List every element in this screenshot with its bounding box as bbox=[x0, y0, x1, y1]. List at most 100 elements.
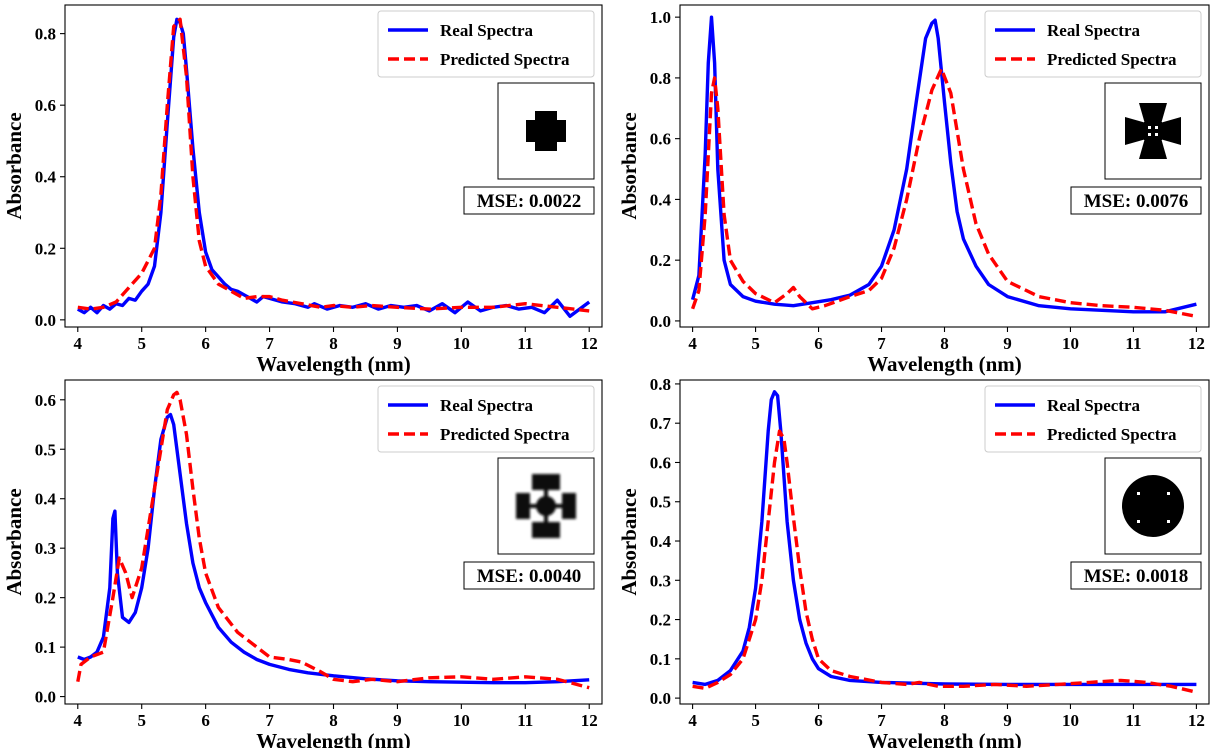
x-tick-label: 4 bbox=[688, 711, 697, 730]
chart-panel-4: 4 5 6 7 8 9 10 11 12 0.0 0.1 0.2 0.3 0.4 0.5 0.6 0.7 0.8 W… bbox=[617, 375, 1210, 748]
inset-image bbox=[1104, 82, 1202, 180]
inset-blocks bbox=[516, 474, 576, 538]
x-axis-label: Wavelength (nm) bbox=[256, 729, 411, 748]
mse-frame bbox=[1070, 186, 1202, 215]
series-line-real bbox=[690, 15, 1197, 314]
x-tick-label: 9 bbox=[393, 711, 402, 730]
inset-cross-dot bbox=[1155, 126, 1158, 129]
x-tick-label: 11 bbox=[517, 334, 533, 353]
legend: Real Spectra Predicted Spectra bbox=[377, 10, 595, 78]
x-tick-label: 9 bbox=[393, 334, 402, 353]
x-tick-label: 11 bbox=[1125, 711, 1141, 730]
inset-image bbox=[497, 457, 595, 555]
x-tick-label: 5 bbox=[137, 334, 146, 353]
mse-frame bbox=[1070, 561, 1202, 590]
inset-image bbox=[1104, 457, 1202, 555]
x-tick-label: 8 bbox=[329, 334, 338, 353]
y-tick-label: 0.2 bbox=[35, 239, 56, 258]
x-tick-label: 6 bbox=[201, 711, 210, 730]
chart-panel-2: 4 5 6 7 8 9 10 11 12 0.0 0.2 0.4 0.6 0.8 1.0 Wavelength… bbox=[617, 4, 1210, 376]
x-tick-label: 6 bbox=[201, 334, 210, 353]
legend-frame bbox=[377, 10, 595, 78]
legend-label-predicted: Predicted Spectra bbox=[1047, 425, 1177, 444]
mse-frame bbox=[463, 561, 595, 590]
series-line-predicted bbox=[77, 17, 590, 313]
y-axis-label: Absorbance bbox=[617, 488, 641, 595]
x-tick-label: 5 bbox=[751, 711, 760, 730]
y-tick-label: 0.8 bbox=[650, 69, 671, 88]
x-tick-label: 11 bbox=[517, 711, 533, 730]
x-tick-label: 7 bbox=[877, 334, 886, 353]
y-tick-label: 0.3 bbox=[35, 539, 56, 558]
x-tick-label: 8 bbox=[940, 334, 949, 353]
mse-label: MSE: 0.0022 bbox=[477, 191, 582, 212]
legend-frame bbox=[984, 385, 1202, 453]
y-tick-label: 0.2 bbox=[650, 251, 671, 270]
x-tick-label: 12 bbox=[581, 334, 598, 353]
x-tick-label: 6 bbox=[814, 711, 823, 730]
x-axis-label: Wavelength (nm) bbox=[867, 352, 1022, 376]
x-tick-label: 5 bbox=[751, 334, 760, 353]
legend-label-real: Real Spectra bbox=[440, 396, 534, 415]
y-tick-label: 0.8 bbox=[650, 375, 671, 394]
mse-annotation: MSE: 0.0040 bbox=[463, 561, 595, 590]
legend: Real Spectra Predicted Spectra bbox=[984, 385, 1202, 453]
mse-annotation: MSE: 0.0022 bbox=[463, 186, 595, 215]
mse-frame bbox=[463, 186, 595, 215]
series-line-predicted bbox=[692, 429, 1197, 694]
legend: Real Spectra Predicted Spectra bbox=[984, 10, 1202, 78]
mse-annotation: MSE: 0.0076 bbox=[1070, 186, 1202, 215]
legend-label-real: Real Spectra bbox=[440, 21, 534, 40]
legend-label-real: Real Spectra bbox=[1047, 396, 1141, 415]
y-tick-label: 0.6 bbox=[650, 453, 671, 472]
y-tick-label: 0.2 bbox=[35, 589, 56, 608]
x-tick-label: 10 bbox=[453, 711, 470, 730]
y-tick-label: 0.3 bbox=[650, 571, 671, 590]
inset-disc bbox=[1122, 475, 1184, 537]
series-line-predicted bbox=[690, 67, 1197, 319]
inset-disc-dot bbox=[1167, 492, 1170, 495]
x-tick-label: 8 bbox=[940, 711, 949, 730]
x-tick-label: 7 bbox=[877, 711, 886, 730]
y-tick-label: 0.8 bbox=[35, 25, 56, 44]
y-tick-label: 1.0 bbox=[650, 8, 671, 27]
x-tick-label: 7 bbox=[265, 334, 274, 353]
inset-image bbox=[497, 82, 595, 180]
chart-panel-1: 4 5 6 7 8 9 10 11 12 0.0 0.2 0.4 0.6 0.8 Wavelength (n… bbox=[2, 4, 603, 376]
y-axis-label: Absorbance bbox=[2, 488, 26, 595]
inset-cross-dot bbox=[1148, 126, 1151, 129]
y-tick-label: 0.0 bbox=[650, 312, 671, 331]
legend-frame bbox=[377, 385, 595, 453]
x-axis-label: Wavelength (nm) bbox=[867, 729, 1022, 748]
y-tick-label: 0.7 bbox=[650, 414, 672, 433]
y-tick-label: 0.6 bbox=[650, 130, 671, 149]
y-tick-label: 0.4 bbox=[650, 532, 672, 551]
x-tick-label: 4 bbox=[74, 334, 83, 353]
inset-cross-center bbox=[1144, 122, 1162, 140]
x-tick-label: 8 bbox=[329, 711, 338, 730]
inset-block-right bbox=[562, 493, 576, 519]
x-tick-label: 10 bbox=[1062, 711, 1079, 730]
y-tick-label: 0.1 bbox=[650, 650, 671, 669]
y-tick-label: 0.0 bbox=[35, 311, 56, 330]
x-tick-label: 5 bbox=[137, 711, 146, 730]
y-tick-label: 0.5 bbox=[650, 493, 671, 512]
mse-label: MSE: 0.0076 bbox=[1084, 191, 1189, 212]
legend: Real Spectra Predicted Spectra bbox=[377, 385, 595, 453]
x-tick-label: 12 bbox=[1188, 711, 1205, 730]
inset-block-vbar bbox=[544, 486, 548, 526]
y-tick-label: 0.1 bbox=[35, 638, 56, 657]
y-tick-label: 0.4 bbox=[35, 168, 57, 187]
y-tick-label: 0.6 bbox=[35, 391, 56, 410]
y-tick-label: 0.4 bbox=[650, 190, 672, 209]
chart-panel-3: 4 5 6 7 8 9 10 11 12 0.0 0.1 0.2 0.3 0.4 0.5 0.6 Wavelen… bbox=[2, 379, 603, 748]
x-tick-label: 4 bbox=[688, 334, 697, 353]
inset-block-left bbox=[516, 493, 530, 519]
inset-cross-dot bbox=[1155, 133, 1158, 136]
inset-disc-dot bbox=[1137, 520, 1140, 523]
x-tick-label: 4 bbox=[74, 711, 83, 730]
x-tick-label: 7 bbox=[265, 711, 274, 730]
x-tick-label: 12 bbox=[581, 711, 598, 730]
x-tick-label: 9 bbox=[1003, 711, 1012, 730]
inset-plus-horizontal bbox=[526, 120, 566, 142]
